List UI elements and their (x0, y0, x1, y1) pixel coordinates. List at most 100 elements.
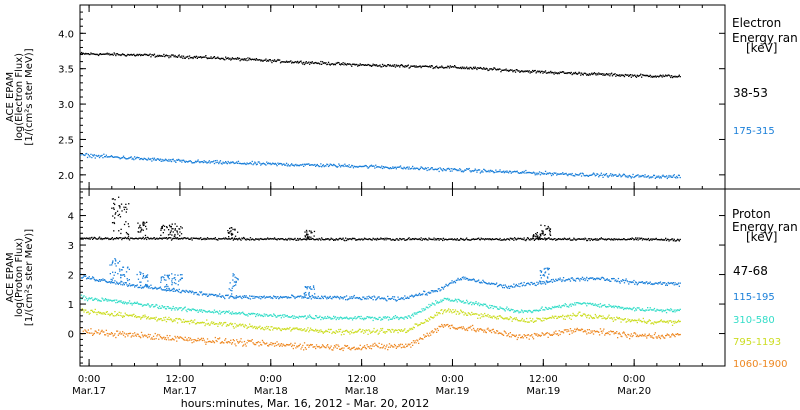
proton-point (477, 237, 479, 240)
proton-point (418, 342, 420, 344)
proton-point (166, 334, 168, 337)
proton-point (305, 239, 307, 241)
proton-point (332, 318, 334, 320)
proton-point (311, 329, 313, 331)
proton-point (589, 277, 591, 279)
proton-point (276, 341, 278, 343)
proton-point (97, 238, 99, 240)
proton-point (676, 239, 678, 241)
proton-point (381, 343, 383, 345)
electron-point (279, 162, 282, 165)
proton-point (245, 345, 247, 347)
proton-point (633, 279, 635, 282)
proton-point (521, 285, 523, 287)
proton-point (284, 314, 286, 316)
proton-point (310, 329, 312, 331)
proton-point (659, 239, 662, 241)
proton-point (355, 318, 357, 320)
proton-point (521, 238, 523, 240)
proton-spike-point (145, 228, 148, 230)
electron-point (450, 168, 452, 170)
proton-spike-point (145, 283, 147, 286)
proton-point (426, 294, 428, 296)
proton-spike-point (542, 232, 544, 234)
proton-point (100, 313, 102, 315)
electron-point (174, 54, 176, 57)
electron-point (176, 159, 178, 161)
proton-point (468, 312, 470, 315)
proton-point (537, 309, 539, 312)
electron-point (660, 177, 662, 179)
electron-point (481, 170, 483, 172)
proton-point (554, 238, 556, 240)
electron-point (513, 70, 515, 72)
proton-point (122, 301, 125, 303)
proton-point (638, 237, 640, 239)
electron-point (678, 174, 680, 177)
proton-point (677, 321, 679, 323)
proton-point (225, 321, 227, 324)
proton-point (170, 339, 173, 341)
electron-point (472, 68, 474, 70)
proton-point (542, 238, 544, 240)
proton-point (298, 315, 300, 317)
proton-point (387, 319, 390, 321)
proton-point (165, 321, 168, 323)
proton-point (530, 311, 532, 313)
proton-point (506, 286, 508, 289)
electron-point (501, 69, 503, 71)
electron-point (176, 56, 179, 58)
proton-point (400, 239, 403, 241)
proton-point (422, 338, 424, 340)
electron-point (369, 165, 372, 167)
proton-point (586, 276, 588, 279)
proton-point (140, 284, 142, 287)
proton-spike-point (140, 227, 142, 229)
proton-point (107, 298, 109, 301)
electron-point (200, 161, 202, 163)
proton-point (270, 238, 272, 240)
electron-point (297, 60, 299, 63)
electron-point (617, 75, 620, 77)
proton-point (402, 346, 404, 348)
electron-point (277, 58, 279, 61)
electron-point (475, 67, 477, 69)
proton-point (377, 238, 379, 241)
proton-point (345, 317, 347, 319)
electron-point (145, 158, 147, 160)
proton-point (564, 318, 566, 320)
proton-point (678, 321, 680, 323)
proton-spike-point (179, 279, 181, 281)
proton-point (283, 328, 285, 330)
proton-point (116, 237, 119, 239)
electron-point (452, 66, 454, 68)
proton-point (393, 239, 395, 241)
proton-spike-point (140, 231, 142, 233)
proton-point (161, 289, 163, 291)
electron-point (427, 167, 429, 169)
proton-point (673, 238, 675, 240)
proton-point (219, 295, 222, 298)
electron-point (220, 57, 222, 59)
proton-point (96, 238, 98, 240)
proton-point (367, 298, 369, 300)
electron-point (616, 175, 618, 177)
proton-point (400, 316, 403, 319)
proton-point (314, 317, 316, 320)
proton-point (608, 238, 610, 240)
proton-spike-point (167, 274, 169, 277)
electron-point (240, 58, 242, 60)
proton-spike-point (306, 236, 309, 239)
electron-point (431, 65, 433, 67)
electron-point (450, 66, 452, 68)
proton-point (412, 295, 414, 297)
proton-point (145, 285, 147, 287)
proton-point (155, 337, 157, 340)
electron-point (123, 157, 125, 159)
proton-point (333, 317, 336, 319)
electron-point (424, 167, 427, 169)
proton-point (304, 330, 306, 332)
proton-point (336, 295, 338, 298)
proton-point (660, 238, 662, 240)
proton-point (323, 239, 325, 241)
